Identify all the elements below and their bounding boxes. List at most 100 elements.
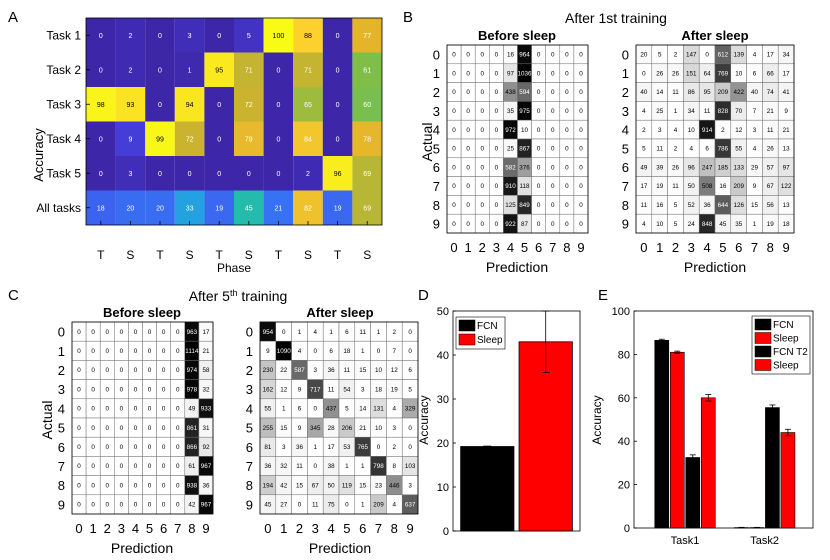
matrix-value: 18 <box>783 221 791 228</box>
x-tick-label: 9 <box>202 521 209 536</box>
matrix-value: 17 <box>767 52 775 59</box>
matrix-frame <box>71 321 214 515</box>
y-tick-label: 7 <box>246 459 253 474</box>
y-tick-label: 1 <box>433 66 440 81</box>
y-tick-label: 0 <box>622 47 629 62</box>
x-tick-label: 5 <box>343 521 350 536</box>
cell-value: 45 <box>245 205 253 212</box>
cell-value: 2 <box>128 33 132 40</box>
x-tick-label: 2 <box>104 521 111 536</box>
y-tick-label: All tasks <box>36 201 81 215</box>
matrix-value: 11 <box>312 502 319 509</box>
matrix-value: 0 <box>176 502 180 509</box>
matrix-value: 24 <box>688 221 696 228</box>
matrix-value: 26 <box>656 70 664 77</box>
heatmap-cell <box>86 87 116 122</box>
matrix-value: 19 <box>391 386 399 393</box>
matrix-value: 0 <box>452 127 456 134</box>
matrix-value: 55 <box>264 406 272 413</box>
matrix-value: 9 <box>753 183 757 190</box>
cell-value: 0 <box>99 67 103 74</box>
matrix-value: 0 <box>105 463 109 470</box>
matrix-value: 11 <box>641 202 648 209</box>
matrix-value: 0 <box>551 52 555 59</box>
legend-label: Sleep <box>773 334 799 345</box>
matrix-value: 32 <box>280 463 288 470</box>
matrix-value: 8 <box>393 463 397 470</box>
heatmap-cell <box>86 156 116 191</box>
matrix-value: 0 <box>452 89 456 96</box>
matrix-value: 209 <box>718 89 729 96</box>
heatmap-cell <box>234 156 264 191</box>
matrix-value: 6 <box>329 348 333 355</box>
matrix-value: 0 <box>408 329 412 336</box>
matrix-value: 34 <box>783 52 791 59</box>
y-tick-label: 1 <box>246 344 253 359</box>
heatmap-cell <box>204 156 234 191</box>
matrix-value: 828 <box>718 108 729 115</box>
matrix-value: 0 <box>134 463 138 470</box>
matrix-value: 0 <box>77 482 81 489</box>
matrix-value: 0 <box>452 183 456 190</box>
matrix-value: 0 <box>551 146 555 153</box>
matrix-value: 21 <box>767 108 775 115</box>
y-tick-label: 3 <box>58 382 65 397</box>
matrix-value: 11 <box>344 367 351 374</box>
cell-value: 0 <box>217 33 221 40</box>
y-tick-label: 8 <box>246 478 253 493</box>
matrix-value: 0 <box>495 146 499 153</box>
matrix-value: 1 <box>314 444 318 451</box>
matrix-value: 10 <box>688 127 696 134</box>
matrix-value: 0 <box>162 367 166 374</box>
x-tick-label: 2 <box>479 240 486 255</box>
matrix-value: 11 <box>656 146 663 153</box>
matrix-value: 1090 <box>277 348 292 355</box>
matrix-value: 0 <box>579 70 583 77</box>
matrix-value: 7 <box>753 108 757 115</box>
matrix-value: 39 <box>656 164 664 171</box>
matrix-value: 0 <box>579 108 583 115</box>
matrix-value: 15 <box>296 482 304 489</box>
matrix-value: 0 <box>466 108 470 115</box>
matrix-value: 3 <box>282 444 286 451</box>
y-tick-label: 50 <box>437 306 449 318</box>
matrix-value: 0 <box>565 70 569 77</box>
cell-value: 2 <box>128 67 132 74</box>
y-tick-label: 6 <box>246 440 253 455</box>
matrix-value: 329 <box>405 406 416 413</box>
panel-e-bar-chart: 0 20 40 60 80 100 Task1 Task2 FCN Sleep FCN T2 Slee… <box>612 306 814 547</box>
matrix-value: 0 <box>537 164 541 171</box>
matrix-value: 1 <box>361 348 365 355</box>
cell-value: 0 <box>336 33 340 40</box>
heatmap-cell <box>145 156 175 191</box>
matrix-value: 0 <box>148 502 152 509</box>
matrix-value: 0 <box>642 70 646 77</box>
matrix-value: 5 <box>674 202 678 209</box>
x-tick-label: Task1 <box>671 535 700 547</box>
matrix-value: 0 <box>162 482 166 489</box>
cell-value: 0 <box>217 171 221 178</box>
matrix-value: 12 <box>735 127 743 134</box>
panel-d-ylabel: Accuracy <box>417 395 431 444</box>
matrix-value: 209 <box>373 502 384 509</box>
matrix-value: 922 <box>505 221 516 228</box>
matrix-value: 1 <box>377 329 381 336</box>
matrix-value: 29 <box>751 164 759 171</box>
cell-value: 33 <box>186 205 194 212</box>
cell-value: 96 <box>334 171 342 178</box>
matrix-value: 0 <box>134 329 138 336</box>
matrix-value: 0 <box>579 52 583 59</box>
panel-b-before-xlabel: Prediction <box>486 259 548 275</box>
matrix-value: 0 <box>466 127 470 134</box>
cell-value: 0 <box>188 171 192 178</box>
matrix-value: 12 <box>280 386 288 393</box>
y-tick-label: 20 <box>618 480 630 492</box>
matrix-value: 11 <box>704 108 711 115</box>
legend-swatch <box>754 332 772 344</box>
matrix-value: 1 <box>361 463 365 470</box>
matrix-value: 4 <box>690 146 694 153</box>
matrix-value: 87 <box>521 221 529 228</box>
cell-value: 0 <box>99 136 103 143</box>
x-tick-label: 2 <box>296 521 303 536</box>
